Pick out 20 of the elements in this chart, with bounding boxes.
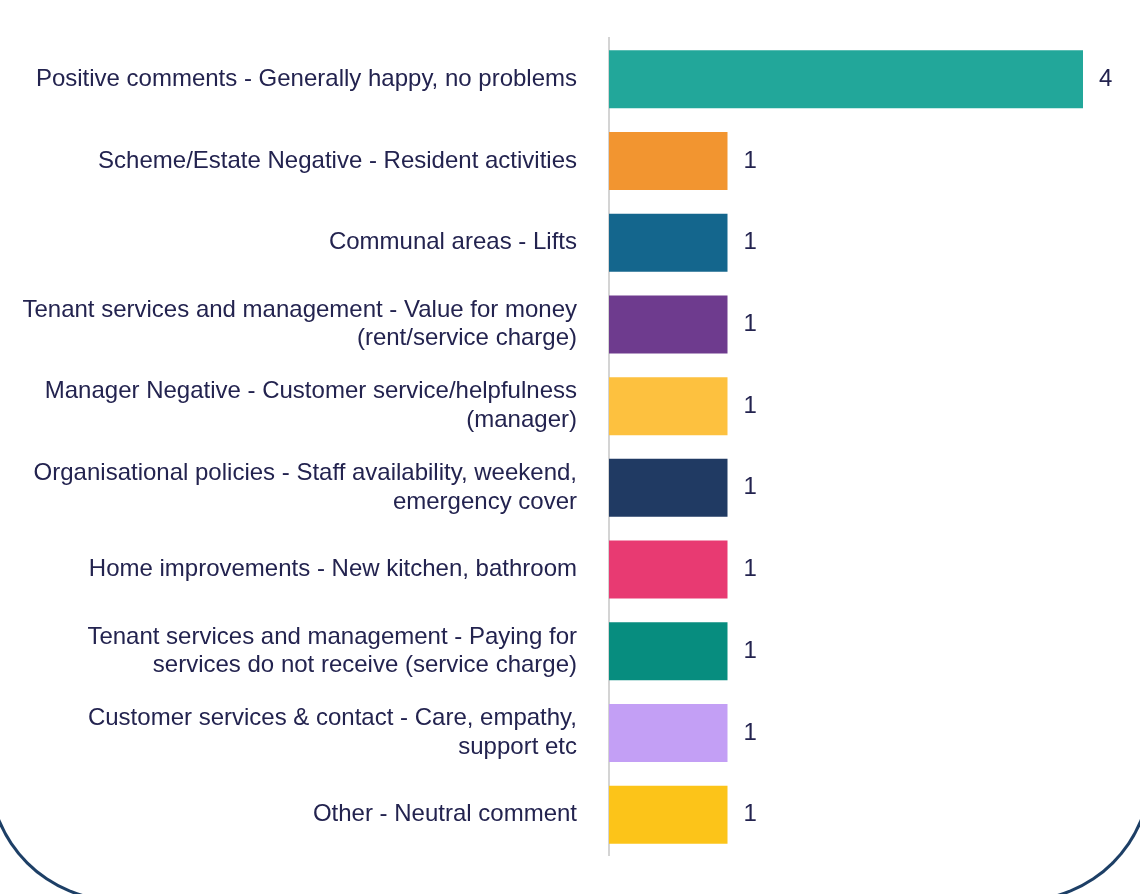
y-tick-label: Tenant services and management - Value for money (rent/service charge) bbox=[22, 294, 577, 351]
y-tick-label: Scheme/Estate Negative - Resident activities bbox=[98, 145, 577, 173]
y-tick-label: Communal areas - Lifts bbox=[328, 227, 577, 255]
y-tick-label: Organisational policies - Staff availability, weekend, emergency cover bbox=[33, 458, 578, 514]
data-label: 1 bbox=[743, 227, 757, 255]
y-tick-label: Home improvements - New kitchen, bathroom bbox=[88, 554, 577, 582]
data-label: 1 bbox=[743, 717, 757, 745]
data-label: 1 bbox=[743, 635, 757, 663]
y-tick-label: Manager Negative - Customer service/helpfulness (manager) bbox=[44, 376, 577, 433]
data-label: 4 bbox=[1099, 63, 1113, 91]
data-label: 1 bbox=[743, 472, 757, 500]
y-tick-label: Positive comments - Generally happy, no problems bbox=[35, 63, 577, 91]
data-label: 1 bbox=[743, 309, 757, 337]
data-label: 1 bbox=[743, 390, 757, 418]
y-tick-label: Customer services & contact - Care, empathy, support etc bbox=[87, 703, 577, 760]
data-label: 1 bbox=[743, 145, 757, 173]
y-tick-label: Tenant services and management - Paying for services do not receive (service charge) bbox=[87, 621, 577, 678]
y-tick-label: Other - Neutral comment bbox=[312, 799, 578, 827]
data-label: 1 bbox=[743, 554, 757, 582]
data-label: 1 bbox=[743, 799, 757, 827]
